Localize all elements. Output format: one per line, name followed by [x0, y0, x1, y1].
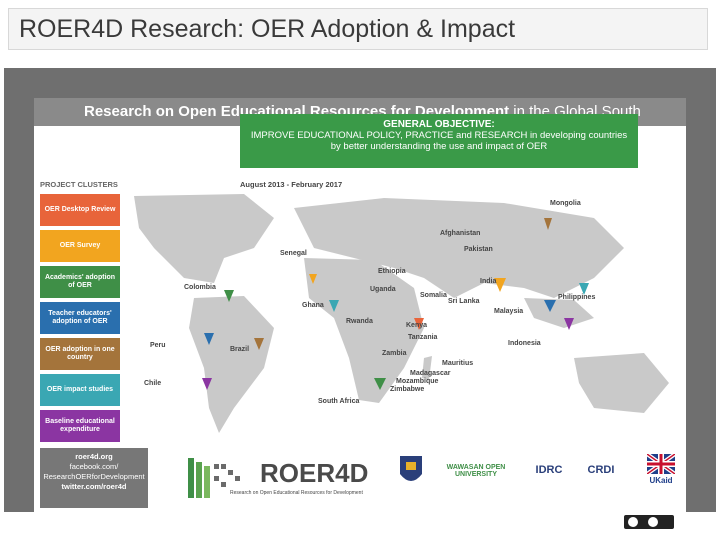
university-crest-logo	[396, 454, 426, 500]
marker-malaysia	[544, 300, 556, 312]
poster-footer: roer4d.org facebook.com/ ResearchOERforD…	[34, 444, 686, 512]
roer4d-logo: ROER4D Research on Open Educational Reso…	[184, 450, 380, 506]
marker-indonesia	[564, 318, 574, 330]
marker-mongolia	[544, 218, 552, 230]
marker-south-africa	[374, 378, 386, 390]
place-label: Zambia	[382, 350, 407, 357]
world-map	[134, 194, 669, 433]
project-cluster-1: OER Survey	[40, 230, 120, 262]
roer4d-logo-mark-icon	[188, 458, 240, 498]
south-america-shape	[189, 296, 274, 433]
slide-title-bar: ROER4D Research: OER Adoption & Impact	[8, 8, 708, 50]
place-label: Mozambique	[396, 378, 439, 385]
social-links-box: roer4d.org facebook.com/ ResearchOERforD…	[40, 448, 148, 508]
marker-senegal	[309, 274, 317, 284]
objective-banner: GENERAL OBJECTIVE: IMPROVE EDUCATIONAL P…	[240, 114, 638, 168]
university-crest-icon	[400, 456, 422, 481]
australia-shape	[574, 353, 669, 413]
place-label: Kenya	[406, 322, 428, 329]
place-label: Colombia	[184, 284, 216, 291]
africa-shape	[304, 258, 424, 403]
place-label: Somalia	[420, 292, 447, 299]
ukaid-wordmark: UKaid	[649, 476, 673, 485]
southeast-asia-shape	[524, 298, 594, 328]
creative-commons-badge-icon	[624, 515, 674, 529]
facebook-page-link[interactable]: ResearchOERforDevelopment	[43, 472, 145, 481]
place-label: South Africa	[318, 398, 360, 405]
project-cluster-2: Academics' adoption of OER	[40, 266, 120, 298]
marker-india	[494, 278, 506, 292]
objective-line-2: by better understanding the use and impa…	[330, 141, 548, 152]
place-label: Brazil	[230, 346, 250, 353]
slide-title: ROER4D Research: OER Adoption & Impact	[19, 15, 516, 43]
place-label: Mongolia	[550, 200, 581, 207]
facebook-link[interactable]: facebook.com/	[69, 462, 119, 471]
website-link[interactable]: roer4d.org	[75, 452, 113, 461]
roer4d-tagline: Research on Open Educational Resources f…	[230, 490, 363, 496]
roer4d-wordmark: ROER4D	[260, 458, 369, 488]
place-label: India	[480, 278, 497, 285]
project-dates: August 2013 - February 2017	[240, 180, 343, 189]
project-cluster-6: Baseline educational expenditure	[40, 410, 120, 442]
marker-colombia	[224, 290, 234, 302]
madagascar-shape	[422, 356, 432, 380]
place-label: Ethiopia	[378, 268, 406, 275]
place-label: Philippines	[558, 294, 596, 301]
place-label: Peru	[150, 342, 166, 349]
place-label: Senegal	[280, 250, 307, 257]
map-markers	[202, 218, 589, 390]
wawasan-logo: WAWASAN OPEN UNIVERSITY	[446, 464, 506, 478]
marker-brazil	[254, 338, 264, 350]
place-label: Indonesia	[508, 340, 541, 347]
objective-line-1: IMPROVE EDUCATIONAL POLICY, PRACTICE and…	[250, 130, 628, 141]
europe-asia-shape	[294, 198, 624, 298]
poster: Research on Open Educational Resources f…	[34, 98, 686, 512]
place-label: Ghana	[302, 302, 324, 309]
clusters-heading: PROJECT CLUSTERS	[40, 180, 118, 189]
place-label: Pakistan	[464, 246, 493, 253]
union-flag-icon	[645, 452, 677, 476]
place-label: Chile	[144, 380, 162, 387]
objective-title: GENERAL OBJECTIVE:	[383, 119, 495, 130]
marker-philippines	[579, 283, 589, 295]
place-label: Madagascar	[410, 370, 451, 377]
project-cluster-5: OER impact studies	[40, 374, 120, 406]
marker-chile	[202, 378, 212, 390]
north-america-shape	[134, 194, 274, 283]
place-label: Malaysia	[494, 308, 524, 315]
place-label: Rwanda	[346, 318, 373, 325]
place-label: Mauritius	[442, 360, 474, 367]
project-cluster-4: OER adoption in one country	[40, 338, 120, 370]
twitter-link[interactable]: twitter.com/roer4d	[61, 482, 127, 491]
place-label: Afghanistan	[440, 230, 481, 237]
place-label: Uganda	[370, 286, 396, 293]
marker-peru	[204, 333, 214, 345]
project-cluster-0: OER Desktop Review	[40, 194, 120, 226]
marker-kenya	[414, 318, 424, 330]
place-label: Zimbabwe	[390, 386, 425, 393]
project-cluster-3: Teacher educators' adoption of OER	[40, 302, 120, 334]
place-label: Sri Lanka	[448, 298, 480, 305]
place-label: Tanzania	[408, 334, 438, 341]
idrc-logo: IDRC	[535, 464, 563, 476]
marker-ghana	[329, 300, 339, 312]
ukaid-logo: UKaid	[645, 452, 677, 500]
crdi-logo: CRDI	[587, 464, 615, 476]
